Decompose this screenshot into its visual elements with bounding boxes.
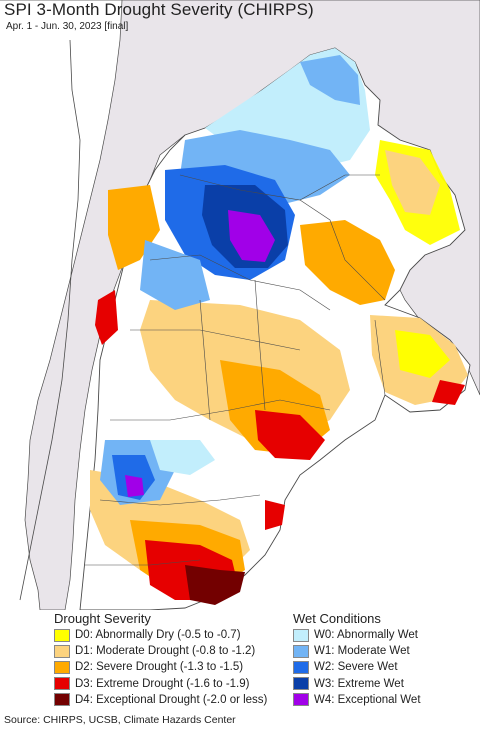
wet-legend: W0: Abnormally Wet W1: Moderate Wet W2: … [293,627,421,708]
legend: Drought Severity D0: Abnormally Dry (-0.… [0,610,480,710]
swatch-d1 [54,644,70,658]
legend-label-w0: W0: Abnormally Wet [314,629,418,642]
swatch-d3 [54,677,70,691]
legend-label-w1: W1: Moderate Wet [314,645,410,658]
swatch-w2 [293,660,309,674]
legend-item-w0: W0: Abnormally Wet [293,627,421,643]
d3-uruguay-coast [432,380,465,405]
d3-andes-west [95,290,118,345]
legend-item-d0: D0: Abnormally Dry (-0.5 to -0.7) [54,627,267,643]
swatch-w4 [293,693,309,707]
legend-label-w2: W2: Severe Wet [314,661,398,674]
legend-label-d1: D1: Moderate Drought (-0.8 to -1.2) [75,645,256,658]
drought-legend: D0: Abnormally Dry (-0.5 to -0.7) D1: Mo… [54,627,267,708]
w4-north [228,210,275,262]
map-subtitle: Apr. 1 - Jun. 30, 2023 [final] [6,21,129,32]
d4-south [185,565,245,605]
swatch-d2 [54,660,70,674]
legend-item-d2: D2: Severe Drought (-1.3 to -1.5) [54,659,267,675]
wet-legend-title: Wet Conditions [293,611,381,626]
drought-legend-title: Drought Severity [54,611,151,626]
w0-south-west [150,440,215,475]
swatch-w3 [293,677,309,691]
legend-label-w3: W3: Extreme Wet [314,677,404,690]
w1-west [140,240,210,310]
d0-uruguay [395,330,450,378]
swatch-w1 [293,644,309,658]
d1-north-east [385,150,440,215]
legend-item-d1: D1: Moderate Drought (-0.8 to -1.2) [54,643,267,659]
legend-label-d2: D2: Severe Drought (-1.3 to -1.5) [75,661,244,674]
legend-item-w1: W1: Moderate Wet [293,643,421,659]
swatch-d4 [54,693,70,707]
swatch-d0 [54,628,70,642]
legend-label-w4: W4: Exceptional Wet [314,693,421,706]
legend-item-d4: D4: Exceptional Drought (-2.0 or less) [54,692,267,708]
chile-coast [19,39,81,601]
legend-item-w3: W3: Extreme Wet [293,676,421,692]
w4-south-west [125,475,144,497]
internal-borders [85,174,386,566]
drought-map [0,0,480,610]
legend-item-d3: D3: Extreme Drought (-1.6 to -1.9) [54,676,267,692]
legend-label-d3: D3: Extreme Drought (-1.6 to -1.9) [75,677,250,690]
legend-label-d0: D0: Abnormally Dry (-0.5 to -0.7) [75,629,241,642]
swatch-w0 [293,628,309,642]
legend-item-w4: W4: Exceptional Wet [293,692,421,708]
d3-east-coast [265,500,285,530]
source-credit: Source: CHIRPS, UCSB, Climate Hazards Ce… [4,714,236,726]
legend-label-d4: D4: Exceptional Drought (-2.0 or less) [75,693,268,706]
d3-center [255,410,325,460]
map-title: SPI 3-Month Drought Severity (CHIRPS) [4,0,314,19]
legend-item-w2: W2: Severe Wet [293,659,421,675]
w1-bolivia-north [300,55,360,105]
